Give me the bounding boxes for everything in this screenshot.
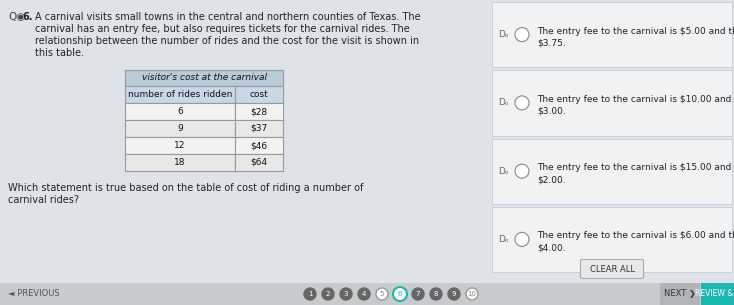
Bar (235, 137, 283, 154)
FancyBboxPatch shape (581, 260, 644, 278)
Circle shape (515, 164, 529, 178)
Bar (125, 154, 235, 171)
Text: $3.75.: $3.75. (537, 39, 566, 48)
Text: $64: $64 (250, 158, 268, 167)
Text: visitor's cost at the carnival: visitor's cost at the carnival (142, 74, 266, 82)
Circle shape (515, 96, 529, 110)
Bar (235, 154, 283, 171)
Circle shape (376, 288, 388, 300)
Bar (492, 138, 732, 204)
Text: $3.00.: $3.00. (537, 107, 566, 116)
Bar (490, 0, 734, 283)
Text: this table.: this table. (35, 48, 84, 58)
Text: 8: 8 (434, 291, 438, 297)
Text: Dₒ: Dₒ (498, 235, 509, 244)
Circle shape (322, 288, 334, 300)
Circle shape (515, 28, 529, 41)
Bar (492, 2, 732, 67)
Text: 1: 1 (308, 291, 312, 297)
Circle shape (393, 287, 407, 301)
Bar (125, 70, 283, 86)
Bar (125, 103, 235, 120)
Text: $37: $37 (250, 124, 268, 133)
Bar (125, 137, 235, 154)
Circle shape (358, 288, 370, 300)
Text: 6.: 6. (22, 12, 32, 22)
Circle shape (466, 288, 478, 300)
Bar (235, 86, 283, 103)
Circle shape (304, 288, 316, 300)
Bar (0, 283, 734, 305)
Text: 4: 4 (362, 291, 366, 297)
Circle shape (448, 288, 460, 300)
Text: Q◉: Q◉ (8, 12, 25, 22)
Text: 6: 6 (177, 107, 183, 116)
Circle shape (412, 288, 424, 300)
Bar (235, 120, 283, 137)
Bar (492, 207, 732, 272)
Text: 12: 12 (174, 141, 186, 150)
Text: The entry fee to the carnival is $5.00 and the cost per ride is: The entry fee to the carnival is $5.00 a… (537, 27, 734, 36)
Bar (660, 283, 700, 305)
Text: cost: cost (250, 90, 269, 99)
Text: $2.00.: $2.00. (537, 175, 566, 184)
Bar (701, 283, 734, 305)
Text: 9: 9 (177, 124, 183, 133)
Text: $46: $46 (250, 141, 268, 150)
Text: 10: 10 (468, 291, 476, 297)
Text: $28: $28 (250, 107, 268, 116)
Circle shape (515, 232, 529, 246)
Text: relationship between the number of rides and the cost for the visit is shown in: relationship between the number of rides… (35, 36, 419, 46)
Bar (125, 86, 235, 103)
Text: 5: 5 (379, 291, 384, 297)
Text: Dₒ: Dₒ (498, 30, 509, 39)
Text: CLEAR ALL: CLEAR ALL (589, 264, 634, 274)
Text: Dₒ: Dₒ (498, 99, 509, 107)
Text: carnival rides?: carnival rides? (8, 195, 79, 205)
Text: $4.00.: $4.00. (537, 243, 566, 252)
Text: The entry fee to the carnival is $15.00 and the cost per ride is: The entry fee to the carnival is $15.00 … (537, 163, 734, 172)
Text: A carnival visits small towns in the central and northern counties of Texas. The: A carnival visits small towns in the cen… (35, 12, 421, 22)
Text: 7: 7 (415, 291, 421, 297)
Text: 18: 18 (174, 158, 186, 167)
Circle shape (430, 288, 442, 300)
Text: number of rides ridden: number of rides ridden (128, 90, 232, 99)
Text: Which statement is true based on the table of cost of riding a number of: Which statement is true based on the tab… (8, 183, 363, 193)
Bar (0, 0, 490, 283)
Text: 2: 2 (326, 291, 330, 297)
Text: 3: 3 (344, 291, 348, 297)
Bar (235, 103, 283, 120)
Circle shape (340, 288, 352, 300)
Text: Dₒ: Dₒ (498, 167, 509, 176)
Text: REVIEW & S: REVIEW & S (695, 289, 734, 299)
Text: 6: 6 (398, 291, 402, 297)
Text: The entry fee to the carnival is $10.00 and the cost per ride is: The entry fee to the carnival is $10.00 … (537, 95, 734, 104)
Bar (125, 120, 235, 137)
Text: 9: 9 (451, 291, 457, 297)
Text: NEXT ❯: NEXT ❯ (664, 289, 696, 299)
Text: ◄ PREVIOUS: ◄ PREVIOUS (8, 289, 59, 299)
Text: carnival has an entry fee, but also requires tickets for the carnival rides. The: carnival has an entry fee, but also requ… (35, 24, 410, 34)
Text: The entry fee to the carnival is $6.00 and the cost per ride is: The entry fee to the carnival is $6.00 a… (537, 231, 734, 240)
Bar (492, 70, 732, 135)
